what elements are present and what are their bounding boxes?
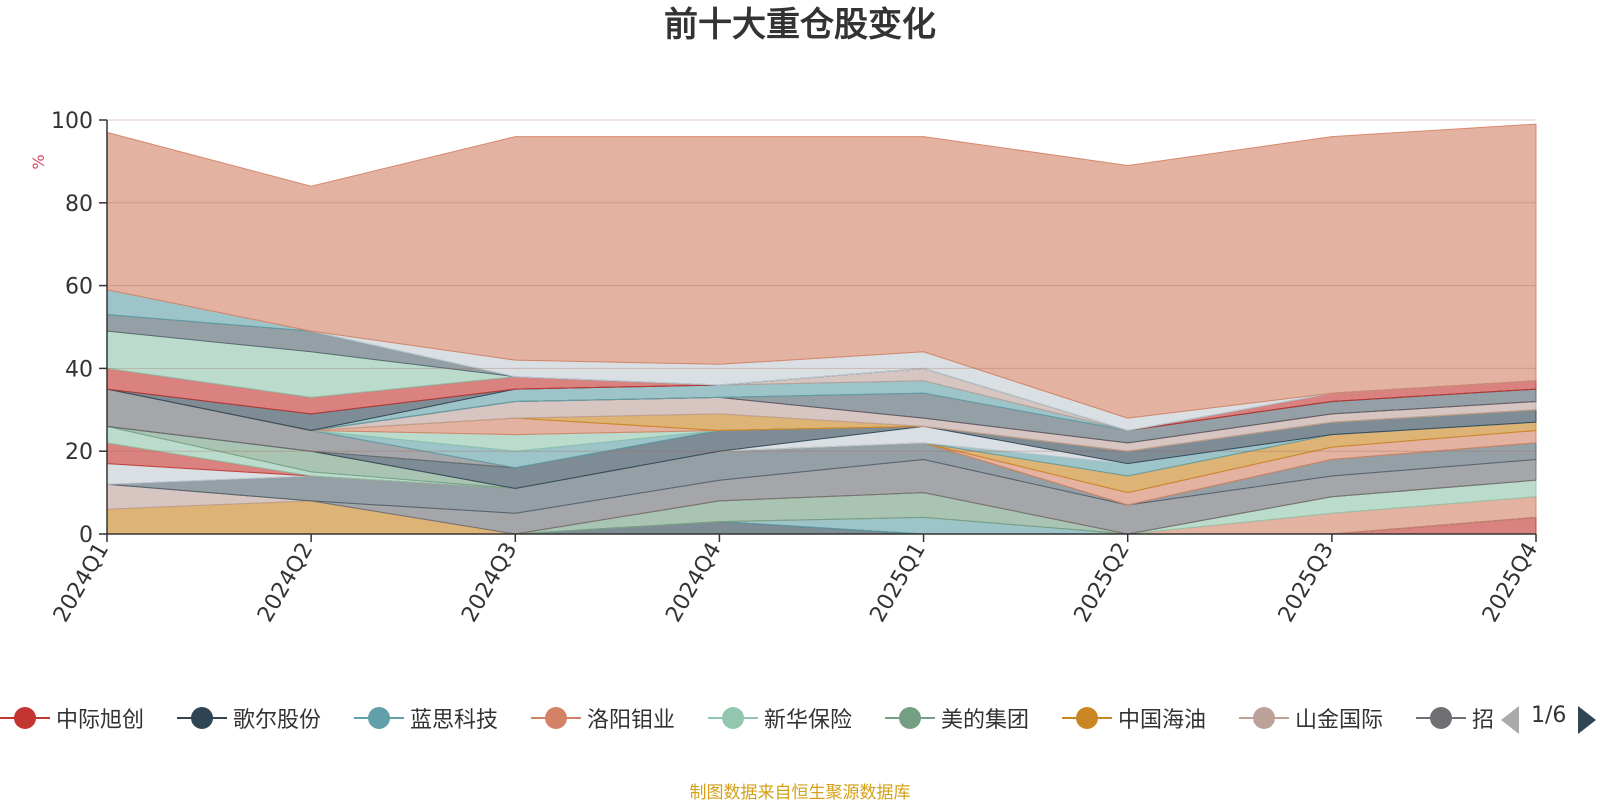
legend-marker-icon [1239, 707, 1289, 729]
legend-item[interactable]: 招 [1416, 700, 1494, 736]
area-series-38[interactable] [106, 123, 1537, 419]
data-source-footer: 制图数据来自恒生聚源数据库 [689, 783, 911, 803]
legend: 中际旭创 歌尔股份 蓝思科技 洛阳钼业 新华保险 美的集团 中国海油 山金国际 招 1/6 [0, 700, 1600, 736]
legend-marker-icon [1416, 707, 1466, 729]
x-tick-label: 2024Q2 [253, 539, 318, 627]
y-axis-label: % [29, 154, 48, 169]
x-tick-label: 2025Q3 [1274, 539, 1339, 627]
legend-item[interactable]: 新华保险 [708, 700, 852, 736]
x-tick-label: 2025Q1 [865, 539, 930, 627]
legend-next-icon[interactable] [1578, 706, 1596, 734]
y-tick-label: 100 [51, 109, 93, 134]
legend-label: 招 [1472, 708, 1495, 733]
legend-item[interactable]: 中际旭创 [0, 700, 144, 736]
x-tick-label: 2025Q2 [1070, 539, 1135, 627]
legend-label: 中际旭创 [56, 708, 145, 733]
legend-item[interactable]: 中国海油 [1062, 700, 1206, 736]
legend-marker-icon [1062, 707, 1112, 729]
grid-lines [107, 119, 1536, 452]
x-tick-label: 2024Q1 [49, 539, 114, 627]
chart-title: 前十大重仓股变化 [664, 5, 936, 45]
legend-marker-icon [354, 707, 404, 729]
legend-label: 山金国际 [1295, 708, 1384, 733]
legend-label: 洛阳钼业 [587, 708, 676, 733]
legend-pager: 1/6 [1498, 700, 1600, 736]
legend-marker-icon [885, 707, 935, 729]
y-tick-label: 60 [65, 275, 93, 300]
legend-item[interactable]: 美的集团 [885, 700, 1029, 736]
legend-marker-icon [0, 707, 50, 729]
legend-prev-icon[interactable] [1501, 706, 1519, 734]
legend-label: 蓝思科技 [410, 708, 499, 733]
y-tick-label: 80 [65, 192, 93, 217]
x-tick-label: 2024Q3 [457, 539, 522, 627]
stacked-area-chart: 前十大重仓股变化 % 0 20 40 60 80 100 2024Q1 2024Q2 2024Q… [29, 5, 1543, 627]
y-tick-label: 0 [79, 523, 93, 548]
legend-label: 中国海油 [1118, 708, 1207, 733]
legend-marker-icon [177, 707, 227, 729]
legend-label: 歌尔股份 [233, 708, 322, 733]
area-layers [106, 123, 1537, 535]
legend-track: 中际旭创 歌尔股份 蓝思科技 洛阳钼业 新华保险 美的集团 中国海油 山金国际 招 [0, 700, 1495, 736]
legend-page-indicator: 1/6 [1531, 703, 1567, 728]
y-tick-label: 20 [65, 440, 93, 465]
legend-item[interactable]: 洛阳钼业 [531, 700, 675, 736]
legend-item[interactable]: 蓝思科技 [354, 700, 498, 736]
legend-label: 新华保险 [764, 708, 853, 733]
x-tick-label: 2024Q4 [661, 539, 726, 627]
legend-item[interactable]: 山金国际 [1239, 700, 1383, 736]
legend-marker-icon [531, 707, 581, 729]
x-tick-label: 2025Q4 [1478, 539, 1543, 627]
legend-label: 美的集团 [941, 708, 1030, 733]
legend-item[interactable]: 歌尔股份 [177, 700, 321, 736]
y-tick-label: 40 [65, 357, 93, 382]
legend-marker-icon [708, 707, 758, 729]
